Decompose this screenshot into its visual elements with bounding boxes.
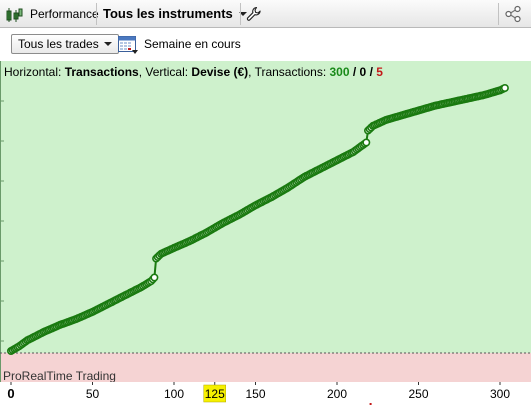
data-points	[7, 83, 509, 355]
data-point	[500, 83, 509, 92]
x-axis-ticks: 0 50 100 125 150 200 250 300	[7, 382, 510, 405]
count-separator: /	[349, 65, 360, 79]
x-tick-label: 250	[408, 387, 428, 401]
data-point	[150, 273, 159, 282]
horizontal-value: Transactions	[64, 65, 139, 79]
count-separator: /	[366, 65, 377, 79]
transactions-losing: 5	[376, 65, 383, 79]
settings-button[interactable]	[246, 0, 262, 27]
calendar-icon	[117, 33, 139, 55]
performance-tab[interactable]: Performance	[4, 0, 99, 27]
toolbar-divider	[96, 3, 97, 25]
transactions-total: 300	[329, 65, 350, 79]
vertical-label: , Vertical:	[138, 65, 192, 79]
x-tick-label: 200	[327, 387, 347, 401]
horizontal-label: Horizontal:	[4, 65, 65, 79]
period-selector[interactable]: Semaine en cours	[117, 33, 241, 55]
x-tick-label: 150	[245, 387, 265, 401]
cursor-marker	[369, 403, 372, 405]
toolbar-divider	[498, 3, 499, 25]
instruments-label: Tous les instruments	[103, 6, 233, 21]
instruments-dropdown[interactable]: Tous les instruments	[103, 0, 247, 27]
x-tick-label: 100	[164, 387, 184, 401]
vertical-value: Devise (€)	[191, 65, 249, 79]
performance-chart	[0, 61, 531, 388]
profit-zone	[0, 61, 531, 353]
x-axis	[0, 382, 531, 405]
transactions-neutral: 0	[359, 65, 367, 79]
share-icon	[504, 5, 522, 23]
period-label: Semaine en cours	[144, 37, 241, 51]
share-button[interactable]	[504, 0, 522, 27]
toolbar-divider	[240, 3, 241, 25]
toolbar: Performance Tous les instruments	[0, 0, 531, 28]
trades-filter-label: Tous les trades	[18, 37, 99, 51]
x-tick-highlight	[203, 384, 226, 403]
performance-label: Performance	[30, 6, 99, 21]
x-tick-label: 0	[7, 386, 14, 401]
x-tick-label: 50	[86, 387, 100, 401]
chart-info: Horizontal: Transactions, Vertical: Devi…	[4, 65, 383, 79]
wrench-icon	[246, 6, 262, 22]
trades-filter-dropdown[interactable]: Tous les trades	[11, 34, 119, 54]
x-tick-label: 300	[490, 387, 510, 401]
chevron-down-icon	[238, 11, 247, 16]
x-tick-label: 125	[205, 387, 225, 401]
data-point	[362, 138, 371, 147]
bar-chart-icon	[4, 4, 24, 24]
chevron-down-icon	[103, 42, 112, 46]
watermark: ProRealTime Trading	[3, 369, 116, 383]
transactions-label: , Transactions:	[248, 65, 330, 79]
y-axis-ticks	[0, 100, 4, 342]
